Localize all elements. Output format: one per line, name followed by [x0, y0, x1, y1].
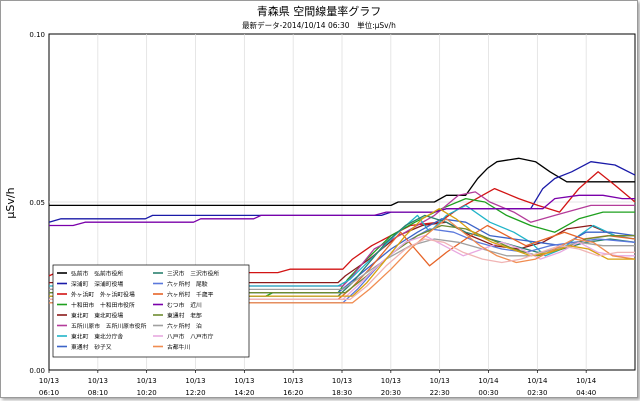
series-line	[49, 157, 635, 207]
y-axis-label: μSv/h	[4, 187, 17, 218]
x-tick-date: 10/13	[234, 377, 254, 385]
series-line	[49, 238, 635, 301]
legend-box	[52, 264, 250, 358]
legend-label: 東通村 砂子又	[71, 343, 112, 351]
series-line	[49, 238, 635, 291]
x-tick-time: 22:30	[430, 389, 450, 397]
series-line	[49, 234, 635, 301]
legend-label: 古都牛川	[167, 343, 190, 351]
x-tick-time: 20:30	[381, 389, 401, 397]
x-tick-date: 10/14	[478, 377, 499, 385]
x-tick-time: 06:10	[39, 389, 59, 397]
legend-label: 十和田市 十和田市役所	[71, 301, 135, 309]
legend-label: 三沢市 三沢市役所	[167, 270, 219, 278]
y-tick-label: 0.05	[29, 199, 45, 207]
legend-label: 深浦町 深浦町役場	[71, 280, 123, 288]
x-tick-date: 10/13	[430, 377, 450, 385]
x-tick-date: 10/14	[527, 377, 548, 385]
x-tick-time: 10:20	[137, 389, 157, 397]
x-tick-date: 10/13	[185, 377, 205, 385]
series-line	[49, 204, 636, 287]
x-tick-time: 14:20	[234, 389, 254, 397]
x-tick-date: 10/13	[137, 377, 157, 385]
series-line	[49, 208, 635, 297]
x-tick-time: 00:30	[478, 389, 498, 397]
chart-subtitle: 最新データ-2014/10/14 06:30 単位:μSv/h	[242, 20, 396, 30]
series-line	[49, 194, 635, 227]
x-tick-time: 08:10	[88, 389, 108, 397]
series-line	[49, 228, 636, 304]
legend-label: 六ヶ所村 泊	[167, 322, 202, 330]
legend-label: むつ市 近川	[167, 301, 202, 309]
legend-label: 東北町 東北分庁舎	[71, 333, 123, 341]
legend-label: 弘前市 弘前市役所	[71, 270, 123, 278]
series-line	[49, 218, 636, 294]
legend-label: 六ヶ所村 千歳平	[167, 291, 214, 299]
y-tick-label: 0.10	[29, 31, 45, 39]
x-tick-date: 10/13	[283, 377, 303, 385]
x-tick-date: 10/13	[381, 377, 401, 385]
legend-label: 外ヶ浜町 外ヶ浜町役場	[71, 291, 135, 299]
x-tick-date: 10/14	[576, 377, 597, 385]
legend-label: 五所川原市 五所川原市役所	[71, 322, 147, 330]
series-line	[49, 218, 636, 304]
x-tick-time: 02:30	[527, 389, 547, 397]
legend-label: 東北町 東北町役場	[71, 312, 123, 320]
legend-label: 八戸市 八戸市庁	[167, 333, 214, 341]
x-tick-time: 12:20	[185, 389, 205, 397]
x-tick-date: 10/13	[88, 377, 108, 385]
x-tick-time: 16:20	[283, 389, 303, 397]
x-tick-time: 04:40	[576, 389, 596, 397]
legend-label: 東通村 老部	[167, 312, 202, 320]
x-tick-date: 10/13	[332, 377, 352, 385]
x-tick-time: 18:30	[332, 389, 352, 397]
legend-label: 六ヶ所村 尾駮	[167, 280, 208, 288]
y-tick-label: 0.00	[29, 367, 45, 375]
chart-title: 青森県 空間線量率グラフ	[257, 4, 382, 18]
x-tick-date: 10/13	[39, 377, 59, 385]
